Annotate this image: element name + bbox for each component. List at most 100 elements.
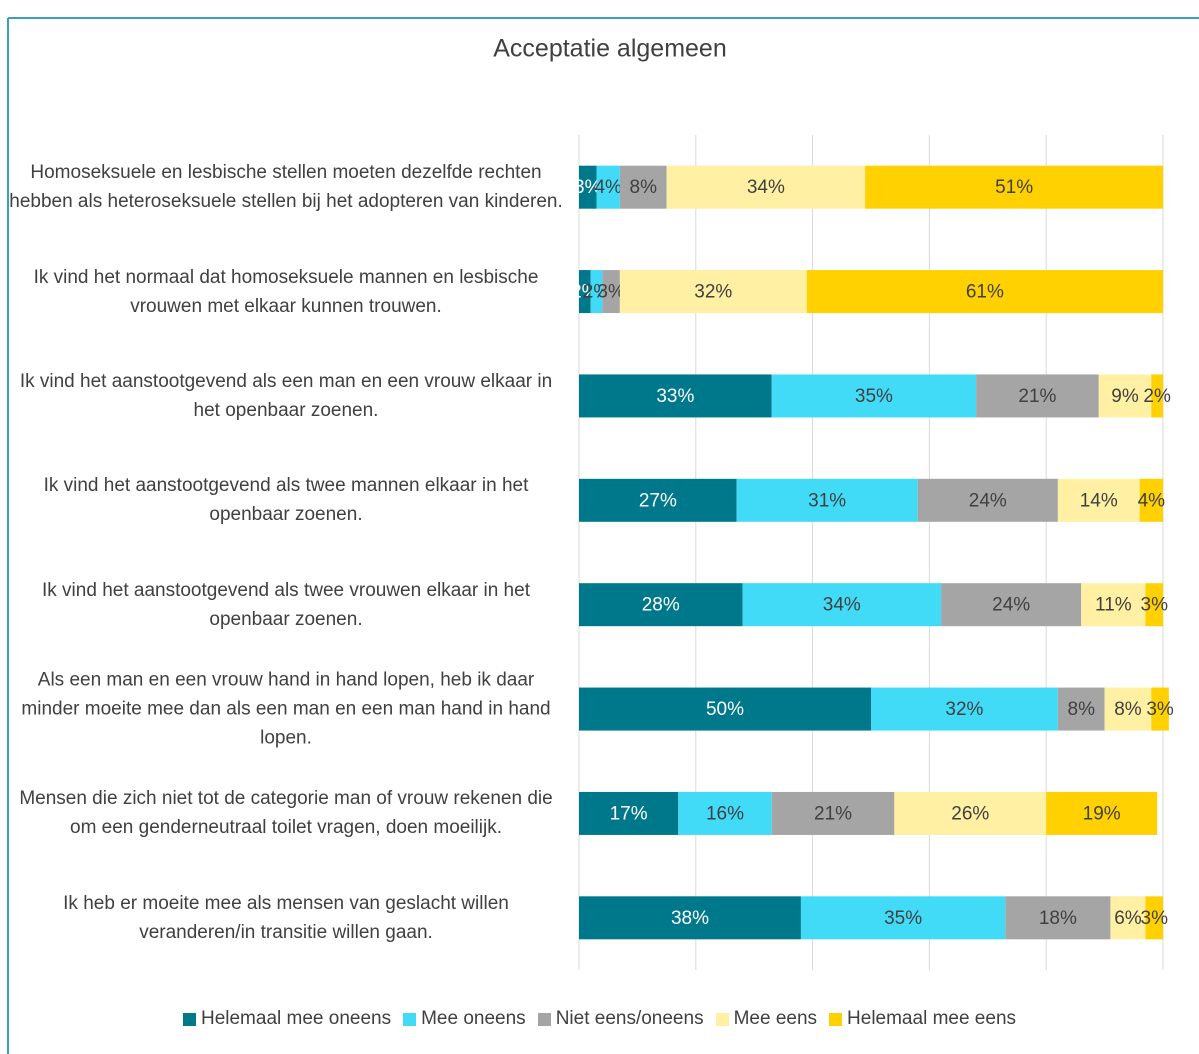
- category-label: Ik vind het aanstootgevend als twee mann…: [43, 475, 529, 526]
- data-label: 50%: [706, 699, 744, 720]
- bar-segment: [1139, 478, 1163, 522]
- bar-segment: [894, 791, 1047, 835]
- legend-item: Niet eens/oneens: [537, 1008, 704, 1030]
- data-label: 3%: [1146, 699, 1174, 720]
- chart-title: Acceptatie algemeen: [493, 35, 726, 63]
- data-label: 3%: [574, 177, 602, 198]
- bar-segment: [806, 270, 1163, 314]
- legend-item: Mee oneens: [403, 1008, 526, 1030]
- bar-segment: [736, 478, 918, 522]
- data-label: 3%: [597, 282, 625, 303]
- bar-segment: [602, 270, 620, 314]
- data-label: 6%: [1114, 908, 1142, 929]
- data-label: 34%: [747, 177, 785, 198]
- data-label: 17%: [610, 803, 648, 824]
- bar-segment: [579, 791, 679, 835]
- bar-segment: [596, 165, 620, 209]
- data-label: 3%: [1141, 908, 1169, 929]
- bar-segment: [1057, 687, 1105, 731]
- legend-item: Helemaal mee oneens: [182, 1008, 392, 1030]
- data-label: 26%: [951, 803, 989, 824]
- bar-segment: [678, 791, 772, 835]
- bar-segment: [590, 270, 603, 314]
- legend-label: Mee eens: [733, 1008, 818, 1029]
- data-label: 35%: [855, 386, 893, 407]
- data-label: 8%: [630, 177, 658, 198]
- data-label: 24%: [969, 490, 1007, 511]
- bar-segment: [1110, 896, 1146, 940]
- bar-segment: [1145, 896, 1163, 940]
- data-label: 61%: [966, 282, 1004, 303]
- data-label: 11%: [1095, 595, 1132, 616]
- bar-segment: [800, 896, 1006, 940]
- data-label: 9%: [1111, 386, 1139, 407]
- data-label: 4%: [1138, 490, 1166, 511]
- bar-segment: [579, 896, 801, 940]
- bar-segment: [1057, 478, 1140, 522]
- data-label: 32%: [694, 282, 732, 303]
- legend-swatch: [182, 1012, 196, 1026]
- bar-segment: [771, 374, 977, 418]
- legend-swatch: [715, 1012, 729, 1026]
- data-label: 32%: [945, 699, 983, 720]
- data-label: 34%: [823, 595, 861, 616]
- bar-segment: [619, 165, 667, 209]
- bar-segment: [579, 583, 743, 627]
- bar-segment: [579, 374, 772, 418]
- legend: Helemaal mee oneens Mee oneens Niet eens/o…: [0, 1008, 1199, 1030]
- legend-swatch: [829, 1012, 843, 1026]
- legend-item: Mee eens: [715, 1008, 818, 1030]
- legend-label: Helemaal mee oneens: [200, 1008, 392, 1029]
- category-label: Homoseksuele en lesbische stellen moeten…: [9, 162, 563, 213]
- category-label: Ik vind het aanstootgevend als een man e…: [19, 370, 553, 421]
- category-label: Als een man en een vrouw hand in hand lo…: [21, 669, 551, 749]
- bar-segment: [579, 270, 591, 314]
- bar-segment: [579, 165, 597, 209]
- data-label: 38%: [671, 908, 709, 929]
- data-label: 16%: [706, 803, 744, 824]
- bar-segment: [1081, 583, 1146, 627]
- bar-segment: [771, 791, 895, 835]
- data-label: 8%: [1114, 699, 1142, 720]
- bar-segment: [742, 583, 942, 627]
- bar-segment: [579, 478, 737, 522]
- bar-segment: [1005, 896, 1111, 940]
- data-label: 8%: [1068, 699, 1096, 720]
- legend-swatch: [403, 1012, 417, 1026]
- bar-segment: [1098, 374, 1152, 418]
- data-label: 35%: [884, 908, 922, 929]
- bar-segment: [917, 478, 1058, 522]
- bar-segment: [666, 165, 866, 209]
- data-label: 28%: [642, 595, 680, 616]
- data-label: 2%: [1143, 386, 1171, 407]
- data-label: 27%: [639, 490, 677, 511]
- bar-segment: [941, 583, 1082, 627]
- data-label: 18%: [1039, 908, 1077, 929]
- legend-swatch: [537, 1012, 551, 1026]
- bar-segment: [579, 687, 871, 731]
- legend-label: Helemaal mee eens: [847, 1008, 1017, 1029]
- legend-label: Mee oneens: [421, 1008, 526, 1029]
- bar-segment: [871, 687, 1058, 731]
- legend-label: Niet eens/oneens: [555, 1008, 704, 1029]
- bar-segment: [1046, 791, 1158, 835]
- data-label: 31%: [808, 490, 846, 511]
- bar-segment: [619, 270, 807, 314]
- data-label: 51%: [995, 177, 1033, 198]
- bar-segment: [1104, 687, 1152, 731]
- data-label: 3%: [1141, 595, 1169, 616]
- bar-segment: [1151, 687, 1169, 731]
- bar-segment: [1145, 583, 1163, 627]
- bar-segment: [976, 374, 1099, 418]
- legend-item: Helemaal mee eens: [829, 1008, 1016, 1030]
- bar-segment: [1151, 374, 1163, 418]
- bar-segment: [865, 165, 1163, 209]
- data-label: 21%: [1018, 386, 1056, 407]
- data-label: 4%: [594, 177, 622, 198]
- data-label: 24%: [992, 595, 1030, 616]
- category-label: Ik heb er moeite mee als mensen van gesl…: [63, 892, 509, 943]
- data-label: 33%: [656, 386, 694, 407]
- category-label: Mensen die zich niet tot de categorie ma…: [19, 788, 553, 839]
- data-label: 19%: [1083, 803, 1121, 824]
